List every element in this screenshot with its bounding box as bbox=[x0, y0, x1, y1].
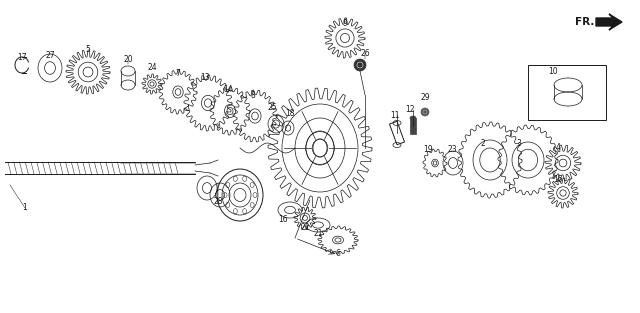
Text: 19: 19 bbox=[423, 146, 433, 155]
Text: 13: 13 bbox=[200, 74, 210, 83]
Text: 25: 25 bbox=[267, 104, 277, 112]
Text: 20: 20 bbox=[123, 55, 133, 64]
Text: 10: 10 bbox=[548, 68, 558, 76]
Text: 24: 24 bbox=[147, 64, 157, 73]
Text: 16: 16 bbox=[278, 215, 288, 224]
Text: 15: 15 bbox=[553, 176, 563, 184]
Text: 9: 9 bbox=[342, 18, 348, 28]
Text: 8: 8 bbox=[251, 90, 255, 100]
Text: 6: 6 bbox=[335, 249, 340, 258]
Text: 1: 1 bbox=[22, 203, 28, 213]
Text: 27: 27 bbox=[45, 50, 55, 59]
Text: 2: 2 bbox=[481, 138, 485, 147]
Bar bbox=[390, 121, 404, 145]
Polygon shape bbox=[596, 14, 622, 30]
Text: 22: 22 bbox=[300, 223, 310, 233]
Circle shape bbox=[421, 108, 429, 116]
Text: 11: 11 bbox=[390, 110, 400, 120]
Text: 26: 26 bbox=[360, 49, 370, 58]
Circle shape bbox=[354, 59, 366, 71]
Text: 7: 7 bbox=[175, 69, 180, 78]
Text: 3: 3 bbox=[516, 138, 522, 147]
Text: 4: 4 bbox=[556, 143, 561, 152]
Text: 29: 29 bbox=[420, 94, 430, 102]
Text: 23: 23 bbox=[447, 146, 457, 155]
Text: 5: 5 bbox=[86, 45, 90, 54]
Ellipse shape bbox=[410, 116, 416, 120]
Bar bbox=[410, 118, 416, 134]
Text: 12: 12 bbox=[405, 105, 415, 115]
Text: 17: 17 bbox=[17, 54, 27, 63]
Bar bbox=[528, 65, 606, 120]
Text: 28: 28 bbox=[213, 198, 223, 207]
Text: 18: 18 bbox=[285, 109, 295, 117]
Text: 14: 14 bbox=[223, 85, 233, 95]
Text: 21: 21 bbox=[313, 228, 323, 238]
Text: FR.: FR. bbox=[575, 17, 595, 27]
